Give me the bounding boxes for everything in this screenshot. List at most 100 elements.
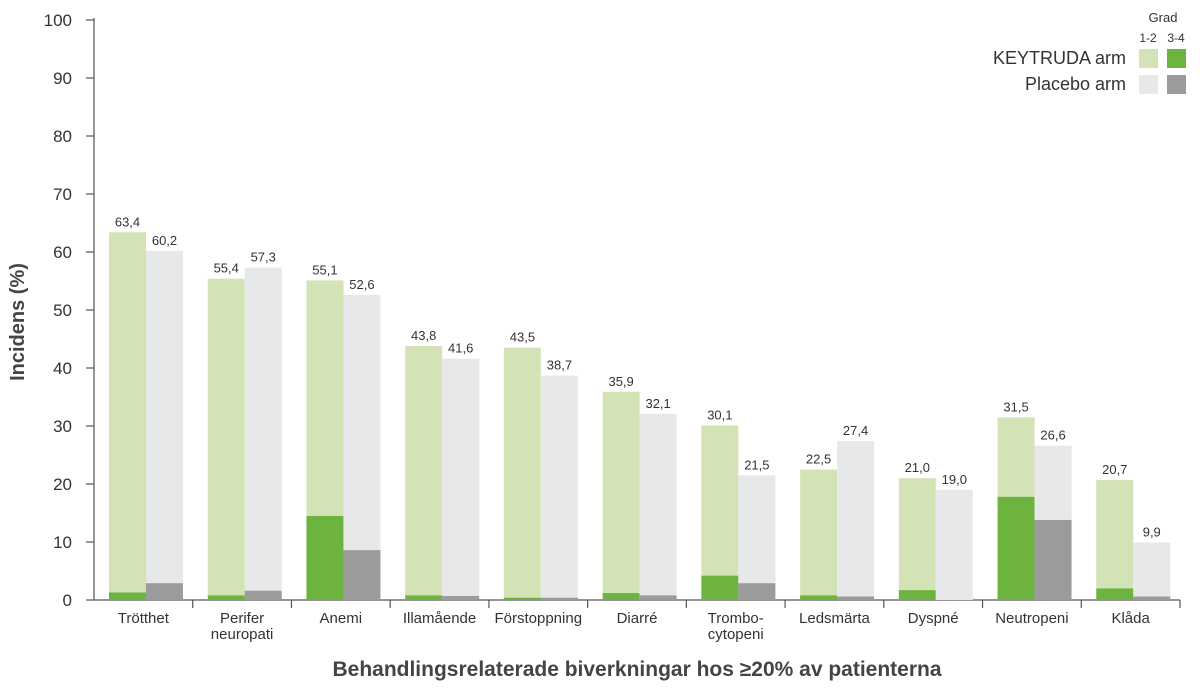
y-tick-label: 80 (53, 127, 72, 146)
legend-grade-label: 1-2 (1139, 31, 1157, 45)
placebo-value-label: 60,2 (152, 233, 177, 248)
category-label: Trombo-cytopeni (708, 610, 764, 643)
placebo-grade-3-4-bar (146, 583, 183, 600)
legend-entry-label: Placebo arm (1025, 74, 1126, 94)
category-label: Illamående (403, 610, 476, 627)
keytruda-value-label: 55,4 (214, 261, 239, 276)
placebo-value-label: 26,6 (1040, 428, 1065, 443)
keytruda-grade-1-2-bar (405, 345, 443, 596)
legend-entry-label: KEYTRUDA arm (993, 48, 1126, 68)
category-label: Dyspné (908, 610, 959, 627)
placebo-grade-3-4-bar (738, 583, 776, 600)
category-label: Anemi (320, 610, 363, 627)
placebo-grade-1-2-bar (639, 413, 677, 596)
keytruda-value-label: 63,4 (115, 214, 140, 229)
placebo-grade-1-2-bar (442, 358, 480, 596)
y-tick-label: 60 (53, 243, 72, 262)
y-tick-label: 10 (53, 533, 72, 552)
placebo-value-label: 32,1 (645, 396, 670, 411)
keytruda-grade-3-4-bar (898, 590, 936, 600)
placebo-value-label: 38,7 (547, 358, 572, 373)
y-tick-label: 50 (53, 301, 72, 320)
category-label: Ledsmärta (799, 610, 871, 627)
placebo-grade-1-2-bar (146, 250, 183, 584)
placebo-value-label: 27,4 (843, 423, 868, 438)
placebo-grade-3-4-bar (540, 597, 578, 600)
legend-swatch-grade-1-2 (1139, 49, 1158, 68)
keytruda-grade-1-2-bar (997, 417, 1035, 497)
x-axis-title: Behandlingsrelaterade biverkningar hos ≥… (332, 658, 941, 681)
y-tick-label: 100 (44, 11, 72, 30)
legend: Grad 1-2 3-4 KEYTRUDA arm Placebo arm (993, 10, 1186, 94)
legend-grade-label: 3-4 (1167, 31, 1185, 45)
keytruda-grade-3-4-bar (306, 515, 344, 600)
legend-swatch-grade-3-4 (1167, 49, 1186, 68)
placebo-grade-1-2-bar (540, 375, 578, 598)
category-label: Trötthet (118, 610, 170, 627)
category-label: Neutropeni (995, 610, 1068, 627)
placebo-grade-3-4-bar (343, 550, 381, 600)
legend-swatch-grade-3-4 (1167, 75, 1186, 94)
keytruda-grade-1-2-bar (701, 425, 739, 576)
keytruda-grade-1-2-bar (306, 280, 344, 516)
keytruda-grade-3-4-bar (405, 595, 443, 600)
keytruda-value-label: 30,1 (707, 407, 732, 422)
placebo-grade-1-2-bar (738, 475, 776, 584)
placebo-value-label: 9,9 (1143, 525, 1161, 540)
keytruda-grade-1-2-bar (898, 478, 936, 591)
placebo-grade-3-4-bar (1034, 519, 1072, 600)
placebo-grade-1-2-bar (343, 294, 381, 551)
keytruda-value-label: 31,5 (1003, 399, 1028, 414)
category-label: Förstoppning (494, 610, 582, 627)
y-tick-label: 0 (63, 591, 72, 610)
keytruda-grade-3-4-bar (1096, 588, 1134, 600)
keytruda-grade-3-4-bar (997, 496, 1035, 600)
axes: 0 10 20 30 40 50 60 70 80 90 100 Incidens (%) Behand… (7, 11, 1181, 681)
y-tick-label: 90 (53, 69, 72, 88)
keytruda-grade-1-2-bar (207, 278, 245, 596)
placebo-value-label: 19,0 (942, 472, 967, 487)
placebo-grade-3-4-bar (837, 596, 875, 600)
placebo-grade-3-4-bar (639, 595, 677, 600)
keytruda-grade-3-4-bar (207, 595, 245, 600)
keytruda-value-label: 43,8 (411, 328, 436, 343)
keytruda-value-label: 22,5 (806, 452, 831, 467)
y-axis-title: Incidens (%) (7, 263, 29, 381)
keytruda-grade-1-2-bar (109, 232, 146, 593)
keytruda-grade-1-2-bar (1096, 479, 1134, 589)
keytruda-value-label: 43,5 (510, 330, 535, 345)
y-tick-label: 20 (53, 475, 72, 494)
placebo-grade-3-4-bar (442, 595, 480, 600)
placebo-grade-1-2-bar (1034, 445, 1072, 520)
placebo-value-label: 57,3 (251, 250, 276, 265)
y-tick-label: 70 (53, 185, 72, 204)
category-label: Klåda (1111, 610, 1150, 627)
y-tick-label: 30 (53, 417, 72, 436)
placebo-value-label: 52,6 (349, 277, 374, 292)
y-tick-label: 40 (53, 359, 72, 378)
keytruda-grade-1-2-bar (503, 347, 541, 598)
keytruda-value-label: 20,7 (1102, 462, 1127, 477)
keytruda-grade-3-4-bar (503, 597, 541, 600)
keytruda-grade-1-2-bar (800, 469, 838, 596)
placebo-grade-3-4-bar (244, 590, 282, 600)
data-labels: 63,4 60,2 55,4 57,3 55,1 52,6 43,8 41,6 43,5 38,7… (115, 214, 1161, 539)
placebo-grade-1-2-bar (1133, 542, 1171, 597)
placebo-grade-3-4-bar (1133, 596, 1171, 600)
keytruda-value-label: 21,0 (905, 460, 930, 475)
placebo-value-label: 21,5 (744, 457, 769, 472)
category-label: Diarré (617, 610, 658, 627)
placebo-grade-1-2-bar (837, 441, 875, 597)
keytruda-value-label: 55,1 (312, 262, 337, 277)
category-label: Perifer neuropati (211, 610, 274, 643)
legend-title: Grad (1149, 10, 1178, 25)
keytruda-grade-3-4-bar (701, 575, 739, 600)
keytruda-grade-3-4-bar (109, 592, 146, 600)
placebo-grade-1-2-bar (244, 267, 282, 591)
placebo-grade-1-2-bar (935, 489, 973, 600)
keytruda-grade-3-4-bar (602, 593, 640, 600)
keytruda-grade-3-4-bar (800, 595, 838, 600)
keytruda-value-label: 35,9 (608, 374, 633, 389)
legend-swatch-grade-1-2 (1139, 75, 1158, 94)
